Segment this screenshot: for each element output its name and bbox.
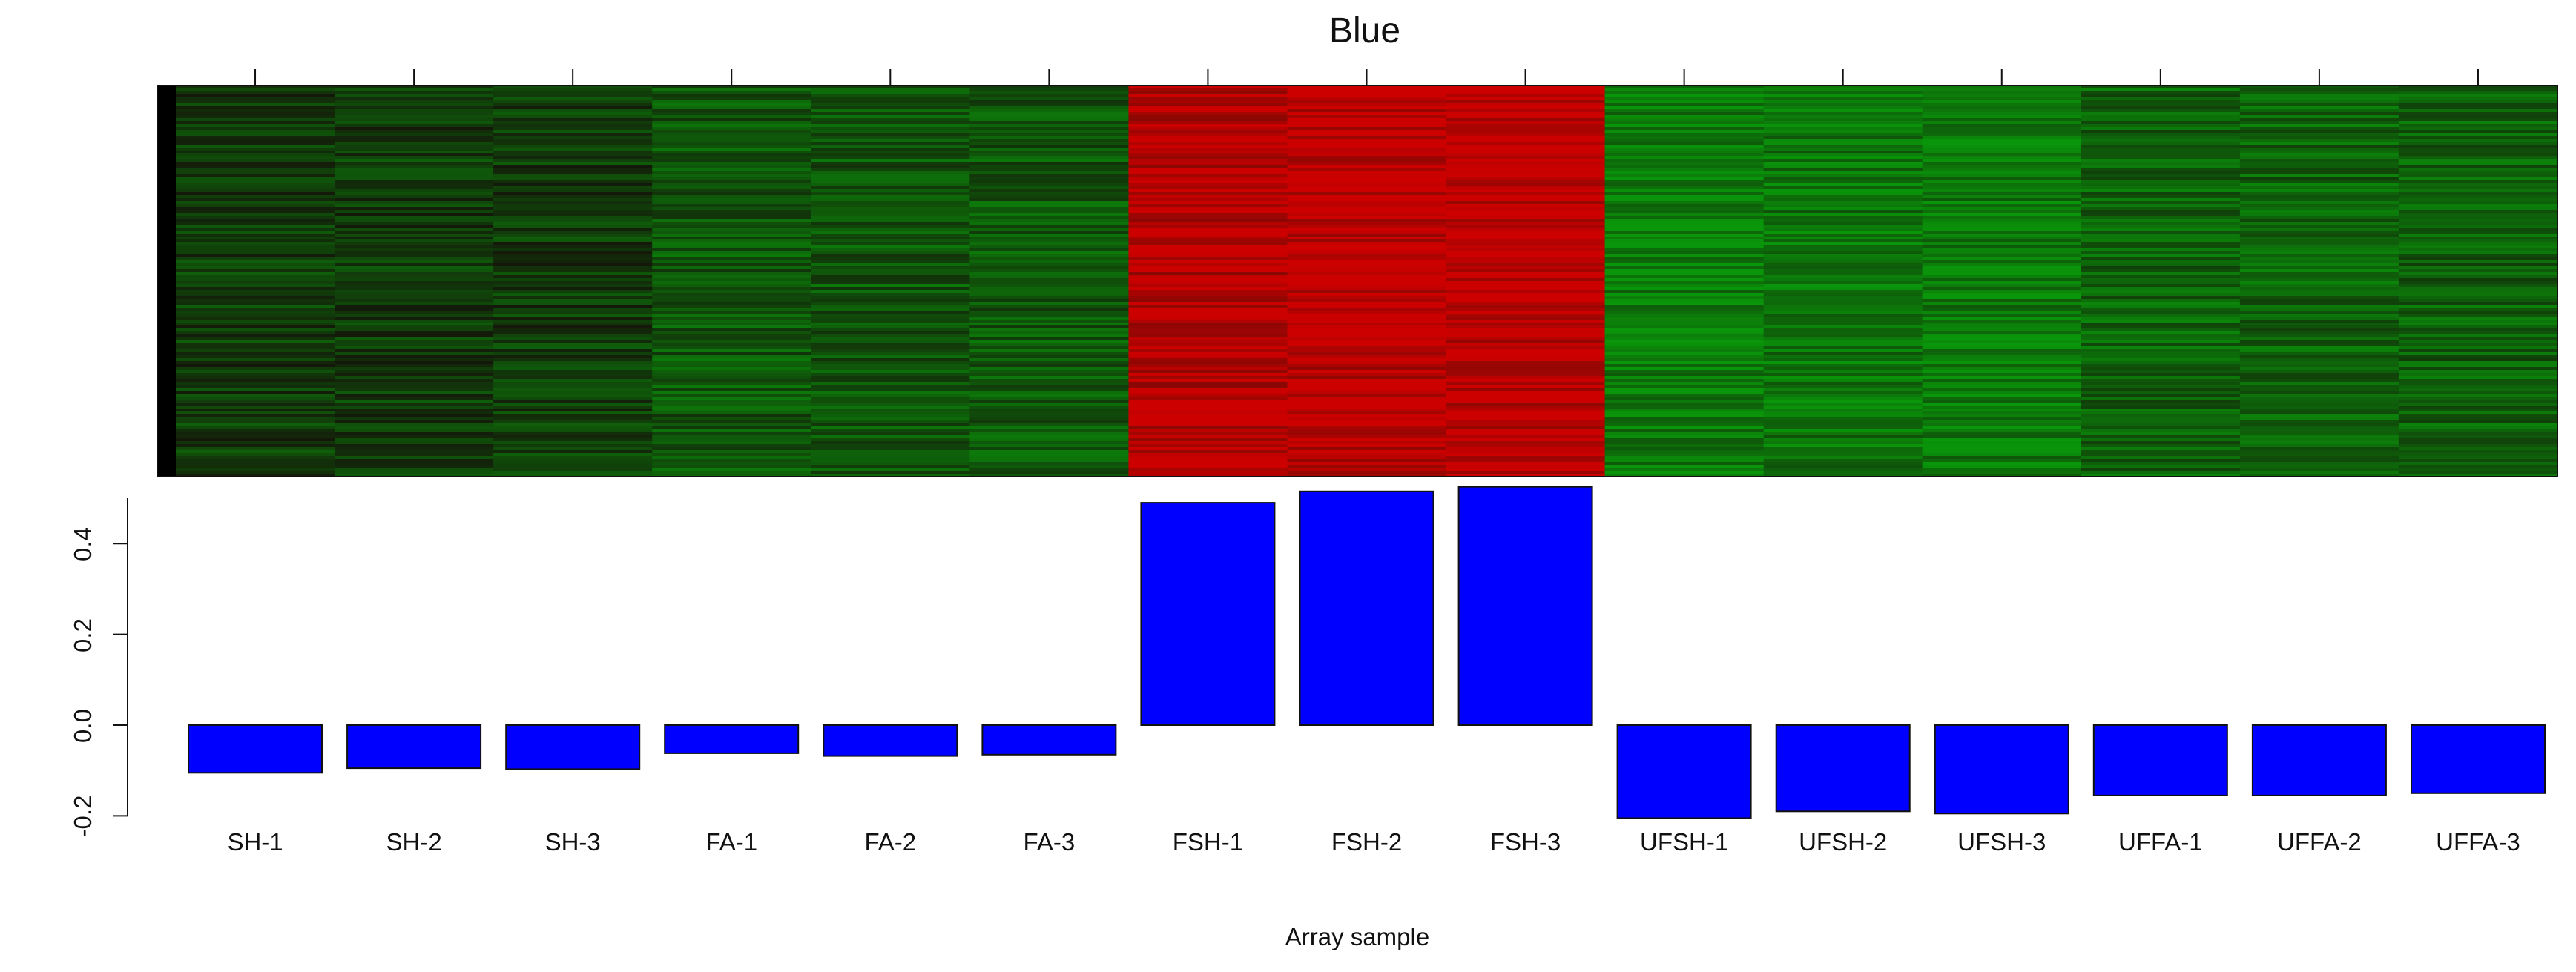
bar [981,724,1117,756]
x-tick-label: UFFA-3 [2436,828,2520,856]
heatmap-column [1604,85,1765,477]
y-tick-label: 0.4 [69,527,96,562]
bar [2251,724,2387,796]
x-tick-label: UFSH-3 [1957,828,2046,856]
x-tick-label: UFSH-1 [1640,828,1729,856]
heatmap-column [176,85,335,477]
x-tick-label: SH-3 [544,828,601,856]
bar [505,724,641,770]
x-tick-label: FSH-2 [1331,828,1403,856]
bar [664,724,800,754]
heatmap-column [493,85,653,477]
x-tick-label: FA-3 [1023,828,1075,856]
heatmap-column [335,85,494,477]
heatmap-column [652,85,811,477]
bar [188,724,323,774]
heatmap-column [1287,85,1447,477]
x-tick-label: UFFA-2 [2277,828,2362,856]
x-tick-label: FSH-3 [1489,828,1561,856]
x-tick-label: SH-1 [227,828,283,856]
bar [1934,724,2069,815]
heatmap-column [811,85,970,477]
bar [1775,724,1911,813]
bar [1457,486,1593,726]
x-tick-label: FA-1 [705,828,758,856]
x-axis-title: Array sample [1285,923,1430,950]
y-tick-label: 0.2 [69,618,96,652]
bar [1140,502,1276,726]
x-tick-label: UFFA-1 [2118,828,2203,856]
x-tick-label: UFSH-2 [1799,828,1888,856]
bar [1299,490,1434,726]
heatmap-column [1922,85,2082,477]
heatmap-column [2081,85,2241,477]
y-tick-label: -0.2 [69,795,96,838]
heatmap-column [2398,85,2558,477]
heatmap-left-strip [157,85,176,477]
bar [346,724,482,770]
heatmap-column [1446,85,1606,477]
bar [1616,724,1752,819]
x-tick-label: SH-2 [386,828,442,856]
x-tick-label: FA-2 [864,828,917,856]
heatmap-column [2239,85,2399,477]
bar [2411,724,2546,794]
heatmap-column [969,85,1129,477]
chart-title: Blue [1328,11,1401,50]
heatmap-frame [157,85,2558,477]
y-tick-label: 0.0 [69,709,96,743]
heatmap-column [1128,85,1288,477]
bar [2092,724,2228,796]
bar [823,724,958,757]
heatmap-column [1763,85,1923,477]
x-tick-label: FSH-1 [1172,828,1244,856]
